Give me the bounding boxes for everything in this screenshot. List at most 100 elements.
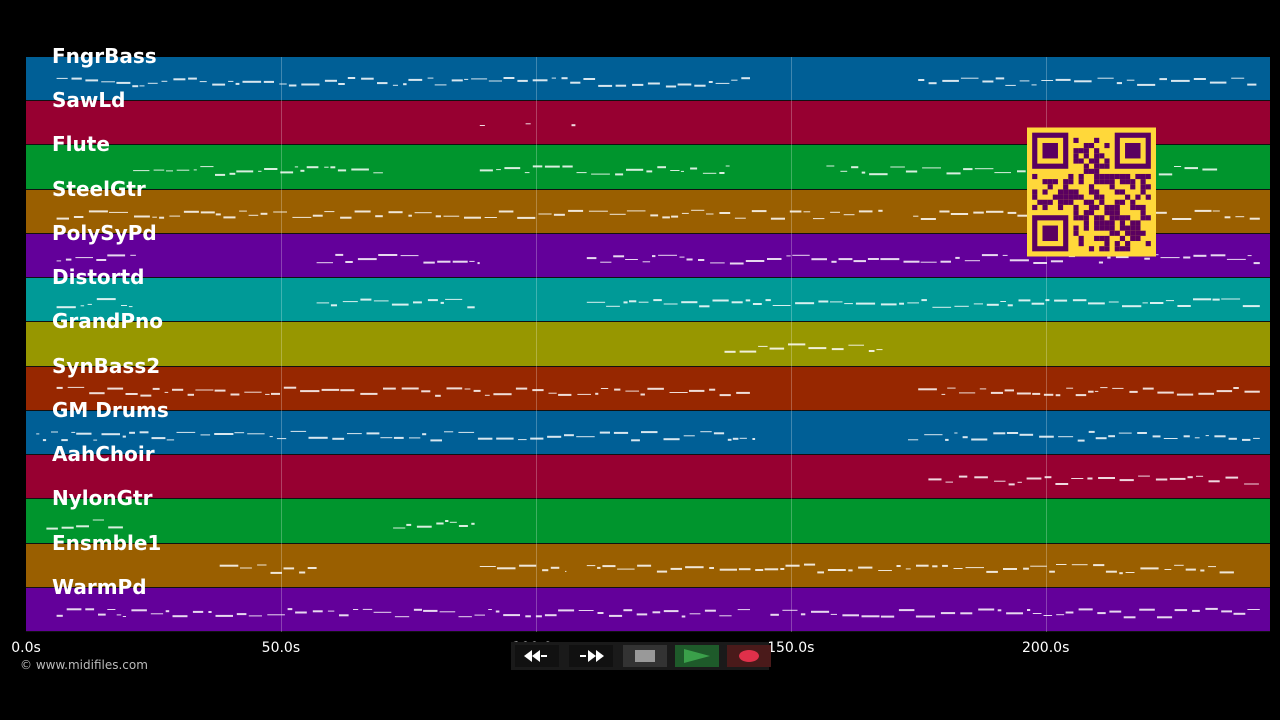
note-bar bbox=[287, 608, 293, 611]
note-bar bbox=[1205, 435, 1209, 437]
note-bar bbox=[535, 615, 542, 618]
note-bar bbox=[702, 172, 717, 174]
note-bar bbox=[770, 217, 785, 220]
note-bar bbox=[107, 254, 126, 257]
note-bar bbox=[653, 299, 662, 302]
note-bar bbox=[945, 438, 949, 441]
note-bar bbox=[907, 302, 919, 304]
note-bar bbox=[388, 211, 403, 214]
note-bar bbox=[600, 388, 609, 389]
qr-module bbox=[1094, 189, 1100, 195]
note-bar bbox=[413, 608, 422, 611]
note-bar bbox=[263, 80, 274, 83]
note-bar bbox=[609, 213, 626, 215]
qr-module bbox=[1068, 199, 1074, 205]
note-bar bbox=[327, 610, 335, 612]
note-bar bbox=[484, 217, 497, 218]
qr-module bbox=[1119, 179, 1126, 185]
note-bar bbox=[700, 431, 712, 433]
note-bar bbox=[663, 610, 679, 613]
note-bar bbox=[1233, 612, 1246, 615]
note-bar bbox=[602, 565, 616, 568]
stop-button[interactable] bbox=[623, 645, 667, 667]
qr-module bbox=[1047, 184, 1053, 190]
qr-finder-pattern bbox=[1125, 142, 1141, 159]
note-bar bbox=[1066, 387, 1074, 389]
note-bar bbox=[1247, 255, 1252, 257]
qr-module bbox=[1135, 204, 1141, 211]
note-bar bbox=[271, 392, 280, 395]
qr-module bbox=[1119, 173, 1126, 180]
note-bar bbox=[947, 387, 956, 389]
qr-module bbox=[1088, 199, 1095, 205]
note-bar bbox=[706, 213, 714, 215]
qr-module bbox=[1088, 184, 1095, 190]
qr-module bbox=[1119, 199, 1126, 205]
note-bar bbox=[1017, 481, 1022, 483]
note-bar bbox=[228, 80, 234, 82]
note-bar bbox=[188, 77, 197, 80]
rewind-button[interactable] bbox=[515, 645, 559, 667]
note-bar bbox=[913, 215, 919, 217]
note-bar bbox=[1018, 299, 1031, 302]
note-bar bbox=[681, 301, 698, 304]
axis-tick-label: 200.0s bbox=[1021, 640, 1070, 656]
note-bar bbox=[631, 439, 640, 442]
qr-module bbox=[1119, 215, 1126, 221]
note-bar bbox=[758, 345, 768, 347]
note-bar bbox=[503, 77, 515, 79]
note-bar bbox=[745, 299, 751, 302]
qr-module bbox=[1094, 215, 1100, 221]
note-bar bbox=[1054, 299, 1068, 302]
note-bar bbox=[896, 565, 901, 567]
fast-forward-button[interactable] bbox=[569, 645, 613, 667]
qr-module bbox=[1125, 179, 1131, 185]
note-bar bbox=[583, 78, 596, 80]
note-bar bbox=[212, 83, 226, 86]
note-bar bbox=[1150, 302, 1164, 304]
record-button[interactable] bbox=[727, 645, 771, 667]
note-bar bbox=[434, 84, 447, 86]
note-bar bbox=[134, 215, 150, 218]
note-bar bbox=[858, 566, 873, 569]
qr-module bbox=[1119, 246, 1126, 252]
note-bar bbox=[831, 260, 837, 263]
note-bar bbox=[98, 613, 106, 616]
note-bar bbox=[764, 568, 779, 571]
transport-controls bbox=[511, 642, 771, 670]
note-bar bbox=[1088, 302, 1105, 305]
play-button[interactable] bbox=[675, 645, 719, 667]
note-bar bbox=[1155, 478, 1168, 481]
note-bar bbox=[591, 173, 610, 175]
note-bar bbox=[294, 166, 299, 168]
note-bar bbox=[477, 262, 480, 265]
track-label: FngrBass bbox=[52, 44, 157, 68]
note-bar bbox=[945, 481, 953, 483]
note-bar bbox=[547, 435, 562, 438]
note-bar bbox=[1055, 78, 1071, 81]
qr-module bbox=[1104, 220, 1110, 226]
note-bar bbox=[689, 389, 705, 392]
note-bar bbox=[830, 613, 837, 615]
note-bar bbox=[670, 567, 682, 570]
note-bar bbox=[340, 389, 355, 392]
note-bar bbox=[357, 258, 377, 261]
qr-module bbox=[1119, 225, 1126, 231]
note-bar bbox=[922, 167, 941, 169]
note-bar bbox=[1142, 387, 1154, 390]
note-bar bbox=[458, 431, 475, 433]
note-bar bbox=[71, 431, 76, 433]
note-bar bbox=[588, 210, 608, 212]
qr-module bbox=[1130, 204, 1136, 211]
note-bar bbox=[248, 214, 259, 216]
note-bar bbox=[737, 609, 750, 611]
note-bar bbox=[152, 216, 157, 218]
note-bar bbox=[1205, 607, 1218, 610]
note-bar bbox=[544, 165, 560, 168]
note-bar bbox=[1193, 298, 1212, 301]
note-bar bbox=[1009, 259, 1029, 262]
note-bar bbox=[858, 210, 873, 213]
track-label: SynBass2 bbox=[52, 353, 161, 378]
note-bar bbox=[623, 609, 633, 612]
note-bar bbox=[295, 611, 307, 614]
